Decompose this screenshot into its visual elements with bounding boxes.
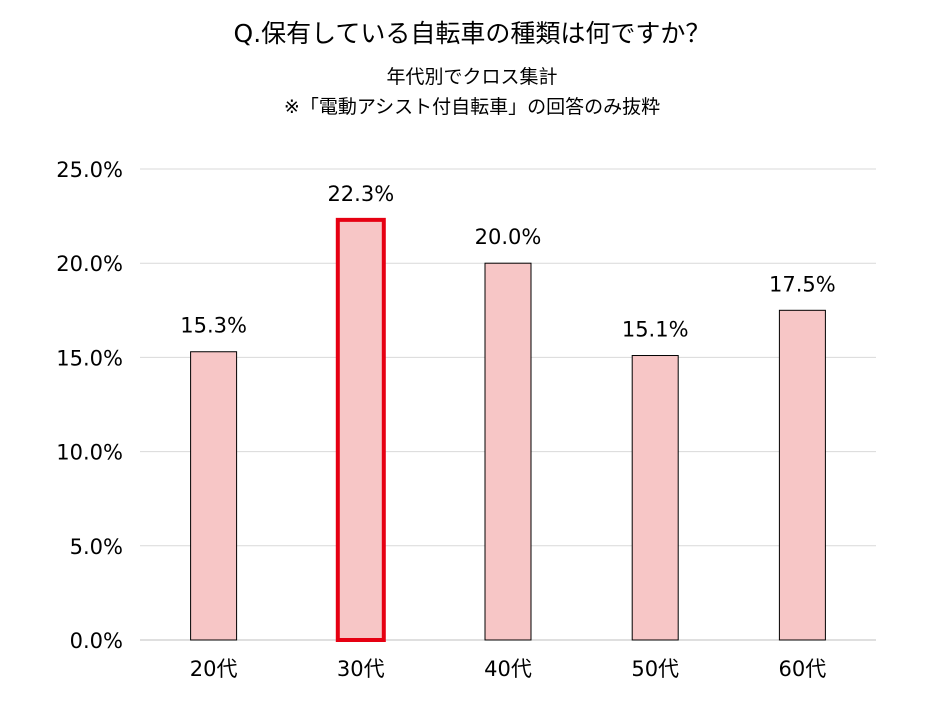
data-label: 20.0% [475, 225, 542, 249]
bar [190, 351, 238, 641]
bar [631, 355, 679, 641]
data-label: 22.3% [327, 182, 394, 206]
chart-title: Q.保有している自転車の種類は何ですか？ [233, 19, 711, 48]
y-tick-label: 0.0% [70, 629, 123, 653]
bar [778, 309, 826, 641]
x-tick-label: 40代 [484, 657, 532, 681]
x-tick-label: 60代 [779, 657, 827, 681]
x-tick-label: 30代 [337, 657, 385, 681]
y-tick-label: 20.0% [56, 252, 123, 276]
data-label: 15.3% [180, 314, 247, 338]
y-tick-label: 25.0% [56, 158, 123, 182]
chart-subtitle: 年代別でクロス集計 [386, 66, 558, 88]
data-label: 17.5% [769, 272, 836, 296]
y-tick-label: 15.0% [56, 346, 123, 370]
y-tick-label: 10.0% [56, 441, 123, 465]
data-label: 15.1% [622, 318, 689, 342]
chart-note: ※「電動アシスト付自転車」の回答のみ抜粋 [283, 96, 661, 118]
x-tick-label: 20代 [190, 657, 238, 681]
bar [335, 217, 386, 642]
y-tick-label: 5.0% [70, 535, 123, 559]
x-tick-label: 50代 [631, 657, 679, 681]
bar [484, 262, 532, 641]
